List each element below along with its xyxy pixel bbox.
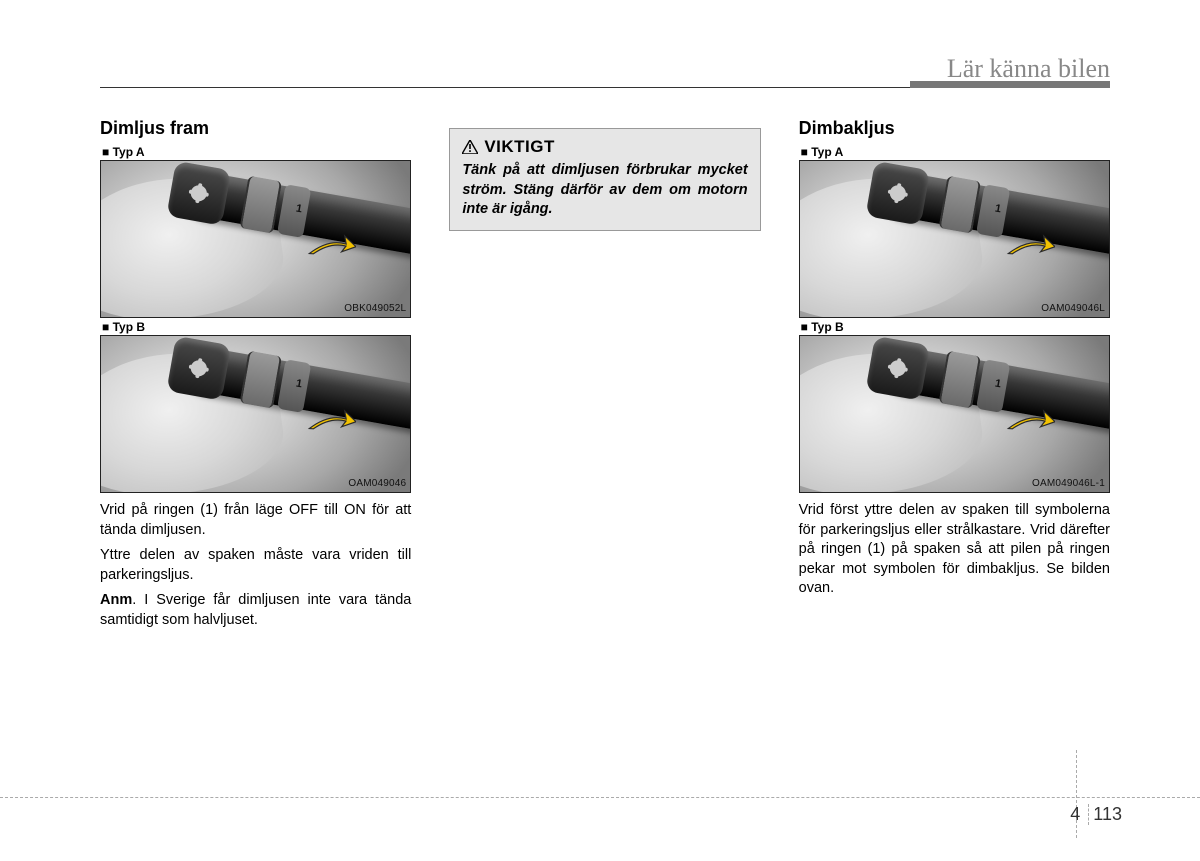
figure-code: OAM049046L-1 — [1032, 478, 1105, 489]
type-b-label: ■ Typ B — [102, 320, 411, 334]
paragraph: Anm. I Sverige får dimljusen inte vara t… — [100, 591, 411, 630]
rotate-arrow-icon — [1004, 231, 1056, 260]
figure-code: OBK049052L — [344, 303, 406, 314]
ring-number-marker: 1 — [290, 200, 309, 219]
figure-rear-fog-type-a: 1 OAM049046L — [799, 160, 1110, 318]
callout-body: Tänk på att dimljusen förbrukar mycket s… — [462, 161, 747, 220]
header-rule: Lär känna bilen — [100, 60, 1110, 88]
type-a-label: ■ Typ A — [102, 145, 411, 159]
note-rest: . I Sverige får dimljusen inte vara tänd… — [100, 592, 411, 628]
body-text-left: Vrid på ringen (1) från läge OFF till ON… — [100, 501, 411, 630]
rotate-arrow-icon — [305, 406, 357, 435]
ring-number-marker: 1 — [988, 200, 1007, 219]
lever-ring — [938, 351, 981, 409]
figure-front-fog-type-a: 1 OBK049052L — [100, 160, 411, 318]
figure-code: OAM049046L — [1041, 303, 1105, 314]
rotate-arrow-icon — [305, 231, 357, 260]
arrow-path — [1008, 234, 1055, 257]
callout-title-row: VIKTIGT — [462, 137, 747, 157]
note-label: Anm — [100, 592, 132, 608]
column-left: Dimljus fram ■ Typ A 1 OBK049052L ■ Typ … — [100, 118, 411, 636]
paragraph: Yttre delen av spaken måste vara vriden … — [100, 546, 411, 585]
body-text-right: Vrid först yttre delen av spaken till sy… — [799, 501, 1110, 599]
figure-rear-fog-type-b: 1 OAM049046L-1 — [799, 335, 1110, 493]
ring-number-marker: 1 — [988, 375, 1007, 394]
callout-title: VIKTIGT — [484, 137, 555, 157]
page-number: 4113 — [1070, 804, 1122, 825]
heading-rear-fog: Dimbakljus — [799, 118, 1110, 139]
figure-front-fog-type-b: 1 OAM049046 — [100, 335, 411, 493]
arrow-path — [309, 409, 356, 432]
important-callout: VIKTIGT Tänk på att dimljusen förbrukar … — [449, 128, 760, 231]
chapter-number: 4 — [1070, 804, 1089, 825]
figure-code: OAM049046 — [348, 478, 406, 489]
paragraph: Vrid på ringen (1) från läge OFF till ON… — [100, 501, 411, 540]
page-footer: 4113 — [0, 797, 1200, 837]
page-number-value: 113 — [1093, 804, 1122, 824]
rotate-arrow-icon — [1004, 406, 1056, 435]
chapter-title: Lär känna bilen — [937, 54, 1110, 84]
lever-ring — [239, 176, 282, 234]
column-right: Dimbakljus ■ Typ A 1 OAM049046L ■ Typ B — [799, 118, 1110, 636]
column-center: VIKTIGT Tänk på att dimljusen förbrukar … — [449, 118, 760, 636]
manual-page: Lär känna bilen Dimljus fram ■ Typ A 1 O… — [0, 0, 1200, 861]
type-b-label: ■ Typ B — [801, 320, 1110, 334]
lever-ring — [239, 351, 282, 409]
arrow-path — [1008, 409, 1055, 432]
content-columns: Dimljus fram ■ Typ A 1 OBK049052L ■ Typ … — [100, 118, 1110, 636]
warning-icon — [462, 140, 478, 154]
type-a-label: ■ Typ A — [801, 145, 1110, 159]
paragraph: Vrid först yttre delen av spaken till sy… — [799, 501, 1110, 599]
ring-number-marker: 1 — [290, 375, 309, 394]
arrow-path — [309, 234, 356, 257]
lever-ring — [938, 176, 981, 234]
heading-front-fog: Dimljus fram — [100, 118, 411, 139]
